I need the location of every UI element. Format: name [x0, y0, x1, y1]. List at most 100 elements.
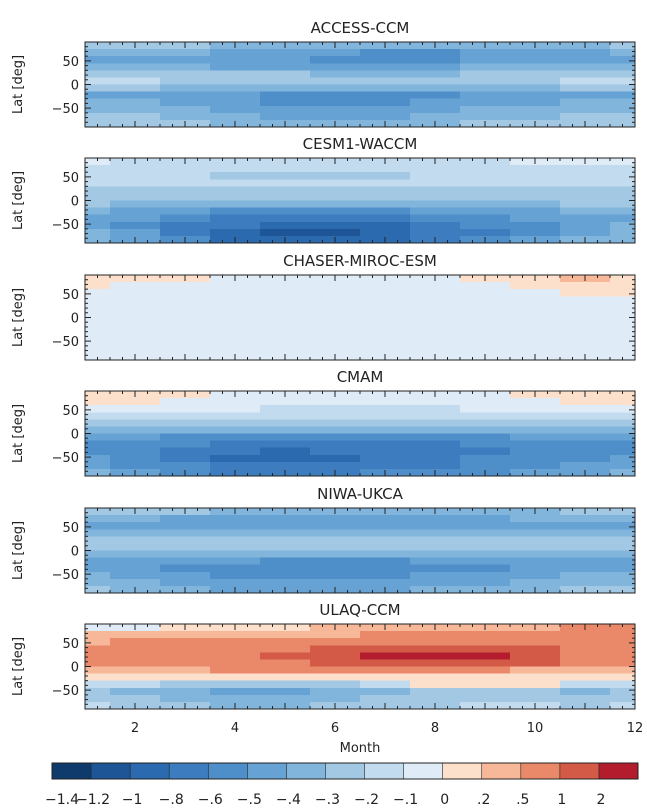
heatmap-cell	[410, 659, 461, 668]
heatmap-cell	[510, 564, 561, 573]
heatmap-cell	[260, 687, 311, 696]
heatmap-cell	[360, 666, 411, 675]
heatmap-cell	[410, 207, 461, 216]
heatmap-cell	[260, 564, 311, 573]
heatmap-cell	[260, 193, 311, 202]
heatmap-cell	[110, 426, 161, 435]
heatmap-cell	[360, 454, 411, 463]
heatmap-cell	[310, 454, 361, 463]
y-tick-label: 50	[62, 404, 79, 419]
heatmap-cell	[210, 440, 261, 449]
heatmap-cell	[360, 77, 411, 86]
y-axis-label: Lat [deg]	[11, 288, 26, 347]
heatmap-cell	[510, 405, 561, 413]
heatmap-cell	[110, 461, 161, 470]
heatmap-cell	[210, 296, 261, 304]
heatmap-cell	[310, 536, 361, 545]
heatmap-cell	[410, 440, 461, 449]
heatmap-cell	[610, 440, 636, 449]
heatmap-cell	[610, 694, 636, 703]
heatmap-cell	[210, 193, 261, 202]
heatmap-cell	[560, 687, 611, 696]
heatmap-cell	[110, 221, 161, 230]
heatmap-cell	[610, 77, 636, 86]
heatmap-cell	[510, 338, 561, 347]
heatmap-cell	[610, 645, 636, 653]
heatmap-cell	[460, 578, 511, 587]
panel-niwa-ukca: NIWA-UKCA 50 0 −50 Lat [deg]	[11, 485, 636, 594]
heatmap-cell	[310, 186, 361, 195]
heatmap-cell	[110, 282, 161, 290]
heatmap-cell	[560, 550, 611, 559]
heatmap-cell	[110, 207, 161, 216]
heatmap-cell	[85, 317, 111, 326]
heatmap-cell	[310, 564, 361, 573]
heatmap-cell	[110, 564, 161, 573]
colorbar-swatch	[325, 763, 366, 779]
heatmap-cell	[510, 631, 561, 639]
heatmap-cell	[110, 105, 161, 114]
heatmap-cell	[210, 433, 261, 442]
heatmap-cell	[410, 419, 461, 428]
heatmap-cell	[560, 63, 611, 71]
colorbar-label: −.5	[237, 792, 262, 808]
heatmap-cell	[160, 536, 211, 545]
heatmap-cell	[560, 214, 611, 223]
heatmap-cell	[210, 324, 261, 333]
heatmap-cell	[610, 345, 636, 354]
heatmap-cell	[310, 56, 361, 64]
heatmap-cell	[85, 49, 111, 57]
heatmap-cell	[85, 112, 111, 121]
heatmap-cell	[85, 193, 111, 202]
heatmap-cell	[610, 200, 636, 209]
heatmap-cell	[610, 687, 636, 696]
heatmap-cell	[460, 631, 511, 639]
heatmap-cell	[510, 200, 561, 209]
heatmap-cell	[410, 179, 461, 187]
heatmap-cell	[210, 338, 261, 347]
heatmap-cell	[310, 571, 361, 580]
heatmap-cell	[160, 91, 211, 100]
heatmap-cell	[510, 557, 561, 566]
heatmap-cell	[110, 310, 161, 319]
heatmap-cell	[160, 412, 211, 420]
heatmap-cell	[610, 214, 636, 223]
heatmap-cell	[210, 49, 261, 57]
heatmap-cell	[360, 214, 411, 223]
heatmap-cell	[410, 405, 461, 413]
heatmap-cell	[460, 70, 511, 79]
heatmap-cell	[610, 454, 636, 463]
heatmap-cell	[610, 426, 636, 435]
heatmap-cell	[460, 49, 511, 57]
heatmap-cell	[110, 214, 161, 223]
x-tick-label: 12	[627, 721, 644, 736]
heatmap-cell	[210, 426, 261, 435]
heatmap-cell	[260, 645, 311, 653]
heatmap-cell	[460, 419, 511, 428]
heatmap-cell	[510, 296, 561, 304]
heatmap-cell	[610, 550, 636, 559]
heatmap-cell	[610, 221, 636, 230]
heatmap-cell	[310, 645, 361, 653]
heatmap-cell	[510, 186, 561, 195]
heatmap-cell	[85, 419, 111, 428]
heatmap-cell	[410, 433, 461, 442]
heatmap-cell	[85, 70, 111, 79]
heatmap-cell	[85, 461, 111, 470]
heatmap-cell	[210, 186, 261, 195]
heatmap-cell	[160, 112, 211, 121]
heatmap-cell	[85, 578, 111, 587]
heatmap-cell	[410, 673, 461, 682]
heatmap-cell	[560, 564, 611, 573]
heatmap-cell	[210, 310, 261, 319]
heatmap-cell	[360, 529, 411, 537]
colorbar-label: −.8	[159, 792, 184, 808]
heatmap-cell	[210, 345, 261, 354]
heatmap-cell	[410, 522, 461, 530]
heatmap-cell	[260, 186, 311, 195]
heatmap-cell	[310, 440, 361, 449]
heatmap-cell	[160, 70, 211, 79]
heatmap-cell	[610, 331, 636, 340]
heatmap-cell	[110, 543, 161, 552]
heatmap-cells	[85, 42, 636, 128]
